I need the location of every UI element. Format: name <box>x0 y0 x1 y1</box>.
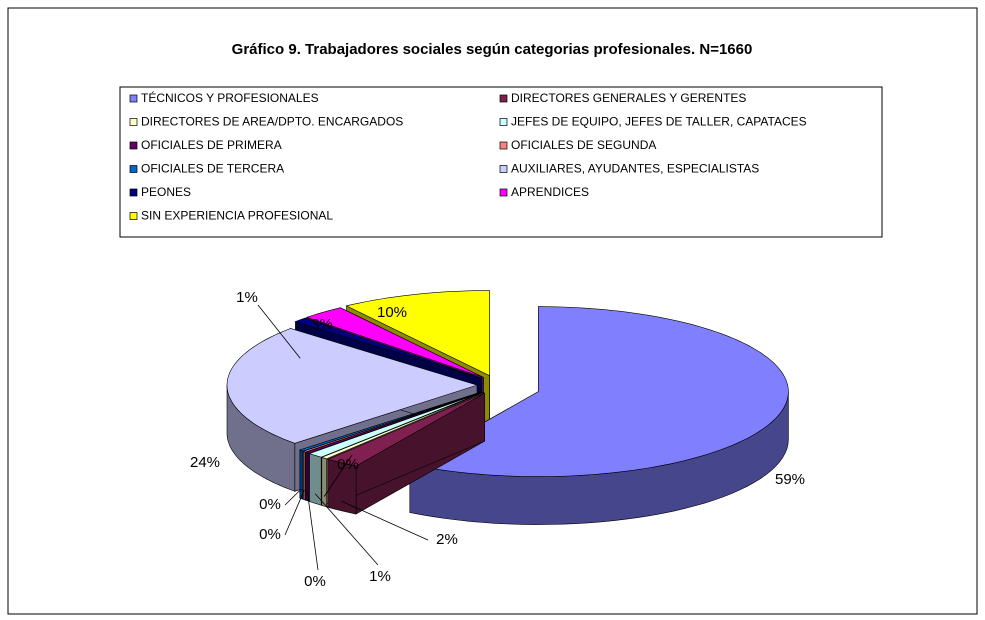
legend-label: JEFES DE EQUIPO, JEFES DE TALLER, CAPATA… <box>511 115 807 129</box>
data-label: 10% <box>377 304 407 321</box>
pie-slice <box>294 317 482 379</box>
slice-wall <box>321 456 327 508</box>
leader-line <box>257 304 301 359</box>
legend-swatch <box>129 118 138 126</box>
legend-swatch <box>499 94 508 103</box>
legend-label: OFICIALES DE PRIMERA <box>141 138 282 152</box>
legend-box <box>119 86 883 238</box>
leader-line <box>284 488 302 506</box>
legend-swatch <box>129 212 138 220</box>
pie-slice <box>326 392 485 467</box>
slice-wall <box>299 449 304 500</box>
slice-wall <box>309 453 322 506</box>
legend-swatch <box>129 165 138 173</box>
pie-slice <box>226 328 479 444</box>
legend-label: PEONES <box>141 185 191 199</box>
data-label: 24% <box>190 454 220 471</box>
data-label: 1% <box>236 289 258 306</box>
pie-slice-group <box>326 392 485 515</box>
data-label: 2% <box>436 531 458 548</box>
leader-line <box>323 454 353 497</box>
pie-slice <box>304 391 483 454</box>
legend-label: DIRECTORES DE AREA/DPTO. ENCARGADOS <box>141 115 403 129</box>
leader-line <box>341 500 429 541</box>
legend-label: OFICIALES DE SEGUNDA <box>511 138 656 152</box>
legend-swatch <box>499 188 508 197</box>
data-label: 59% <box>775 471 805 488</box>
leader-line <box>284 489 305 536</box>
legend-label: OFICIALES DE TERCERA <box>141 162 284 176</box>
legend-swatch <box>129 94 138 103</box>
legend-swatch <box>129 141 138 150</box>
pie-slice-group <box>408 306 789 525</box>
legend-swatch <box>499 141 508 150</box>
pie-slice <box>305 307 484 378</box>
legend-swatch <box>129 188 138 197</box>
data-label: 0% <box>259 496 281 513</box>
legend-swatch <box>499 118 508 126</box>
data-label: 1% <box>369 568 391 585</box>
leader-line <box>306 491 319 571</box>
legend-label: AUXILIARES, AYUDANTES, ESPECIALISTAS <box>511 162 759 176</box>
pie-slice <box>345 290 490 377</box>
data-label: 0% <box>259 526 281 543</box>
legend-label: APRENDICES <box>511 185 589 199</box>
chart-title: Gráfico 9. Trabajadores sociales según c… <box>232 41 753 58</box>
legend-label: TÉCNICOS Y PROFESIONALES <box>141 90 319 105</box>
data-label: 3% <box>311 316 333 333</box>
data-label: 0% <box>337 456 359 473</box>
pie-slice <box>408 306 789 477</box>
data-label: 0% <box>304 573 326 590</box>
legend-label: DIRECTORES GENERALES Y GERENTES <box>511 91 746 105</box>
pie-slice <box>308 392 484 458</box>
legend-swatch <box>499 165 508 173</box>
leader-line <box>314 493 379 566</box>
legend-label: SIN EXPERIENCIA PROFESIONAL <box>141 209 333 223</box>
pie-slice <box>320 392 484 460</box>
